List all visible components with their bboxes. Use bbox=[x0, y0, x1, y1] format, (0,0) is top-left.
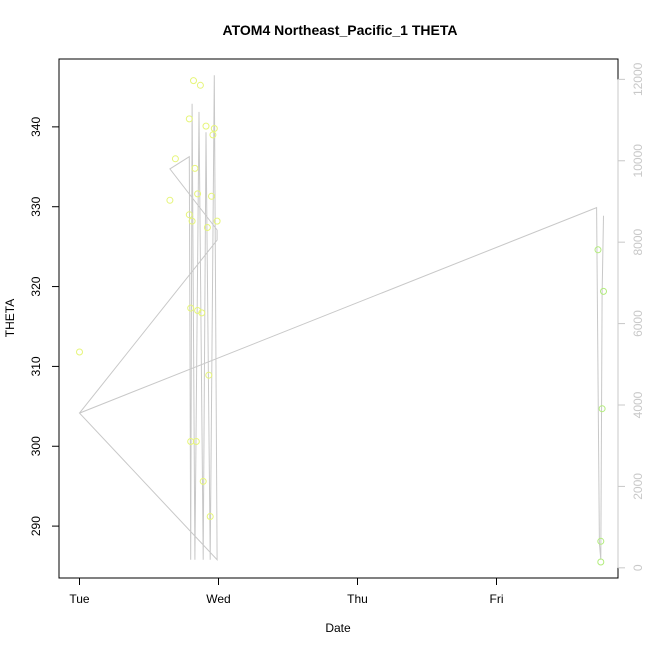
y2-tick-label: 4000 bbox=[631, 391, 645, 418]
data-point bbox=[210, 125, 218, 132]
data-point bbox=[192, 438, 200, 445]
y-tick-label: 330 bbox=[29, 196, 43, 216]
data-point bbox=[190, 77, 197, 85]
chart-title: ATOM4 Northeast_Pacific_1 THETA bbox=[223, 22, 458, 38]
data-point bbox=[203, 224, 211, 231]
data-point bbox=[166, 196, 174, 204]
data-point bbox=[205, 371, 213, 379]
y2-tick-label: 2000 bbox=[631, 473, 645, 500]
data-point bbox=[213, 217, 221, 225]
data-point bbox=[76, 348, 83, 356]
data-point bbox=[191, 164, 199, 172]
data-point bbox=[600, 287, 607, 295]
data-point bbox=[194, 190, 202, 198]
data-point bbox=[199, 477, 207, 485]
x-axis: Tue Wed Thu Fri bbox=[69, 577, 504, 606]
data-point bbox=[597, 558, 605, 566]
y-tick-label: 310 bbox=[29, 356, 43, 376]
y-tick-label: 320 bbox=[29, 276, 43, 296]
x-tick-label: Thu bbox=[347, 592, 368, 606]
plot-frame bbox=[58, 58, 619, 579]
x-tick-label: Fri bbox=[490, 592, 504, 606]
data-point bbox=[185, 211, 193, 219]
data-points bbox=[76, 77, 607, 566]
data-point bbox=[198, 309, 206, 317]
data-point bbox=[171, 155, 179, 163]
data-point bbox=[202, 122, 210, 130]
x-tick-label: Wed bbox=[206, 592, 230, 606]
y-tick-label: 340 bbox=[29, 117, 43, 137]
data-point bbox=[598, 405, 606, 413]
data-point bbox=[187, 304, 195, 312]
x-axis-label: Date bbox=[325, 621, 351, 635]
y-axis-label: THETA bbox=[3, 299, 17, 337]
data-point bbox=[597, 537, 605, 545]
y2-tick-label: 12000 bbox=[631, 62, 645, 96]
data-point bbox=[594, 246, 602, 254]
y-tick-label: 300 bbox=[29, 436, 43, 456]
depth-trace-series bbox=[78, 75, 604, 561]
data-point bbox=[188, 217, 196, 225]
y2-tick-label: 8000 bbox=[631, 229, 645, 256]
y-axis-left: 290 300 310 320 330 340 bbox=[29, 117, 60, 536]
depth-trace-line bbox=[78, 75, 604, 561]
y-axis-right: 0 2000 4000 6000 8000 10000 12000 bbox=[617, 62, 645, 571]
data-point bbox=[209, 131, 217, 139]
y-tick-label: 290 bbox=[29, 516, 43, 536]
x-tick-label: Tue bbox=[69, 592, 90, 606]
y2-tick-label: 6000 bbox=[631, 310, 645, 337]
data-point bbox=[196, 81, 204, 89]
y2-tick-label: 10000 bbox=[631, 144, 645, 178]
data-point bbox=[206, 513, 214, 520]
data-point bbox=[185, 115, 193, 123]
y2-tick-label: 0 bbox=[631, 564, 645, 571]
data-point bbox=[208, 192, 215, 200]
